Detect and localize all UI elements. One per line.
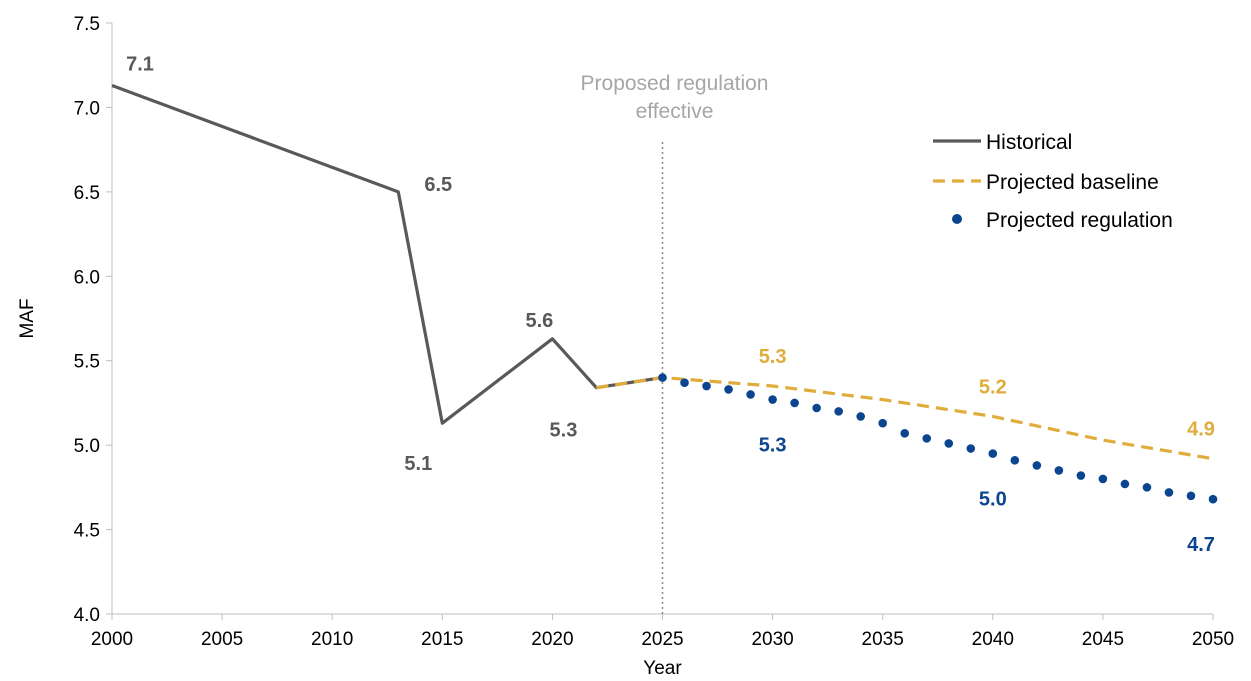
legend-swatch-projected-regulation <box>952 214 962 224</box>
legend-label: Projected baseline <box>986 171 1159 194</box>
regulation-annotation-text: effective <box>636 100 714 123</box>
x-tick-label: 2030 <box>751 629 793 650</box>
projected-regulation-point <box>768 395 777 404</box>
projected-regulation-point <box>1164 488 1174 497</box>
projected-regulation-point <box>834 407 843 416</box>
x-axis-title: Year <box>643 658 682 679</box>
y-tick-label: 4.5 <box>74 521 100 542</box>
data-label: 6.5 <box>424 174 452 196</box>
x-tick-label: 2020 <box>531 629 573 650</box>
x-tick-label: 2015 <box>421 629 463 650</box>
y-tick-label: 5.0 <box>74 436 100 457</box>
projected-regulation-point <box>966 444 976 453</box>
y-tick-label: 7.5 <box>74 14 100 35</box>
projected-regulation-point <box>680 378 689 387</box>
projected-regulation-point <box>790 398 799 408</box>
projected-regulation-point <box>1186 491 1196 501</box>
projected-regulation-point <box>922 434 932 443</box>
data-label: 5.3 <box>759 435 787 457</box>
data-label: 5.3 <box>759 346 787 368</box>
projected-regulation-point <box>988 449 998 458</box>
projected-regulation-point <box>856 412 865 421</box>
projected-regulation-point <box>702 381 711 391</box>
y-tick-label: 4.0 <box>74 605 100 626</box>
projected-regulation-point <box>1120 479 1130 489</box>
historical-line <box>111 84 663 425</box>
projected-regulation-point <box>878 418 887 428</box>
y-tick-label: 6.0 <box>74 267 100 288</box>
projected-regulation-point <box>658 373 667 382</box>
projected-regulation-point <box>1142 483 1152 492</box>
x-tick-label: 2040 <box>972 629 1014 650</box>
projected-regulation-point <box>1032 461 1042 470</box>
x-tick-label: 2005 <box>201 629 243 650</box>
data-label: 4.7 <box>1187 534 1215 556</box>
projected-regulation-point <box>724 385 733 394</box>
projected-baseline-line <box>596 376 1214 461</box>
projected-regulation-point <box>900 429 910 438</box>
y-axis-title: MAF <box>17 298 38 338</box>
x-tick-label: 2045 <box>1082 629 1124 650</box>
x-tick-label: 2050 <box>1192 629 1234 650</box>
projected-regulation-point <box>1076 471 1086 480</box>
data-label: 5.3 <box>550 420 578 442</box>
data-label: 5.0 <box>979 489 1007 511</box>
legend-label: Projected regulation <box>986 209 1173 232</box>
y-tick-label: 5.5 <box>74 352 100 373</box>
legend-label: Historical <box>986 131 1072 154</box>
projected-regulation-point <box>1010 456 1020 465</box>
data-label: 7.1 <box>126 53 154 75</box>
regulation-annotation-text: Proposed regulation <box>581 72 769 95</box>
x-tick-label: 2010 <box>311 629 353 650</box>
projected-regulation-point <box>1054 466 1064 475</box>
projected-regulation-point <box>746 390 755 399</box>
x-tick-label: 2025 <box>641 629 683 650</box>
projected-regulation-point <box>944 439 954 448</box>
data-label: 5.1 <box>404 453 432 475</box>
data-label: 4.9 <box>1187 419 1215 441</box>
y-tick-label: 6.5 <box>74 183 100 204</box>
projected-regulation-point <box>812 403 821 413</box>
projected-regulation-point <box>1208 494 1218 504</box>
y-tick-label: 7.0 <box>74 98 100 119</box>
x-tick-label: 2035 <box>862 629 904 650</box>
projected-regulation-point <box>1098 474 1108 484</box>
x-tick-label: 2000 <box>91 629 133 650</box>
data-label: 5.2 <box>979 376 1007 398</box>
data-label: 5.6 <box>525 310 553 332</box>
